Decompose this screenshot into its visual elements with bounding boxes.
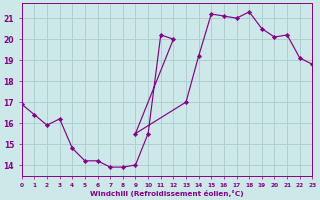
X-axis label: Windchill (Refroidissement éolien,°C): Windchill (Refroidissement éolien,°C): [90, 190, 244, 197]
